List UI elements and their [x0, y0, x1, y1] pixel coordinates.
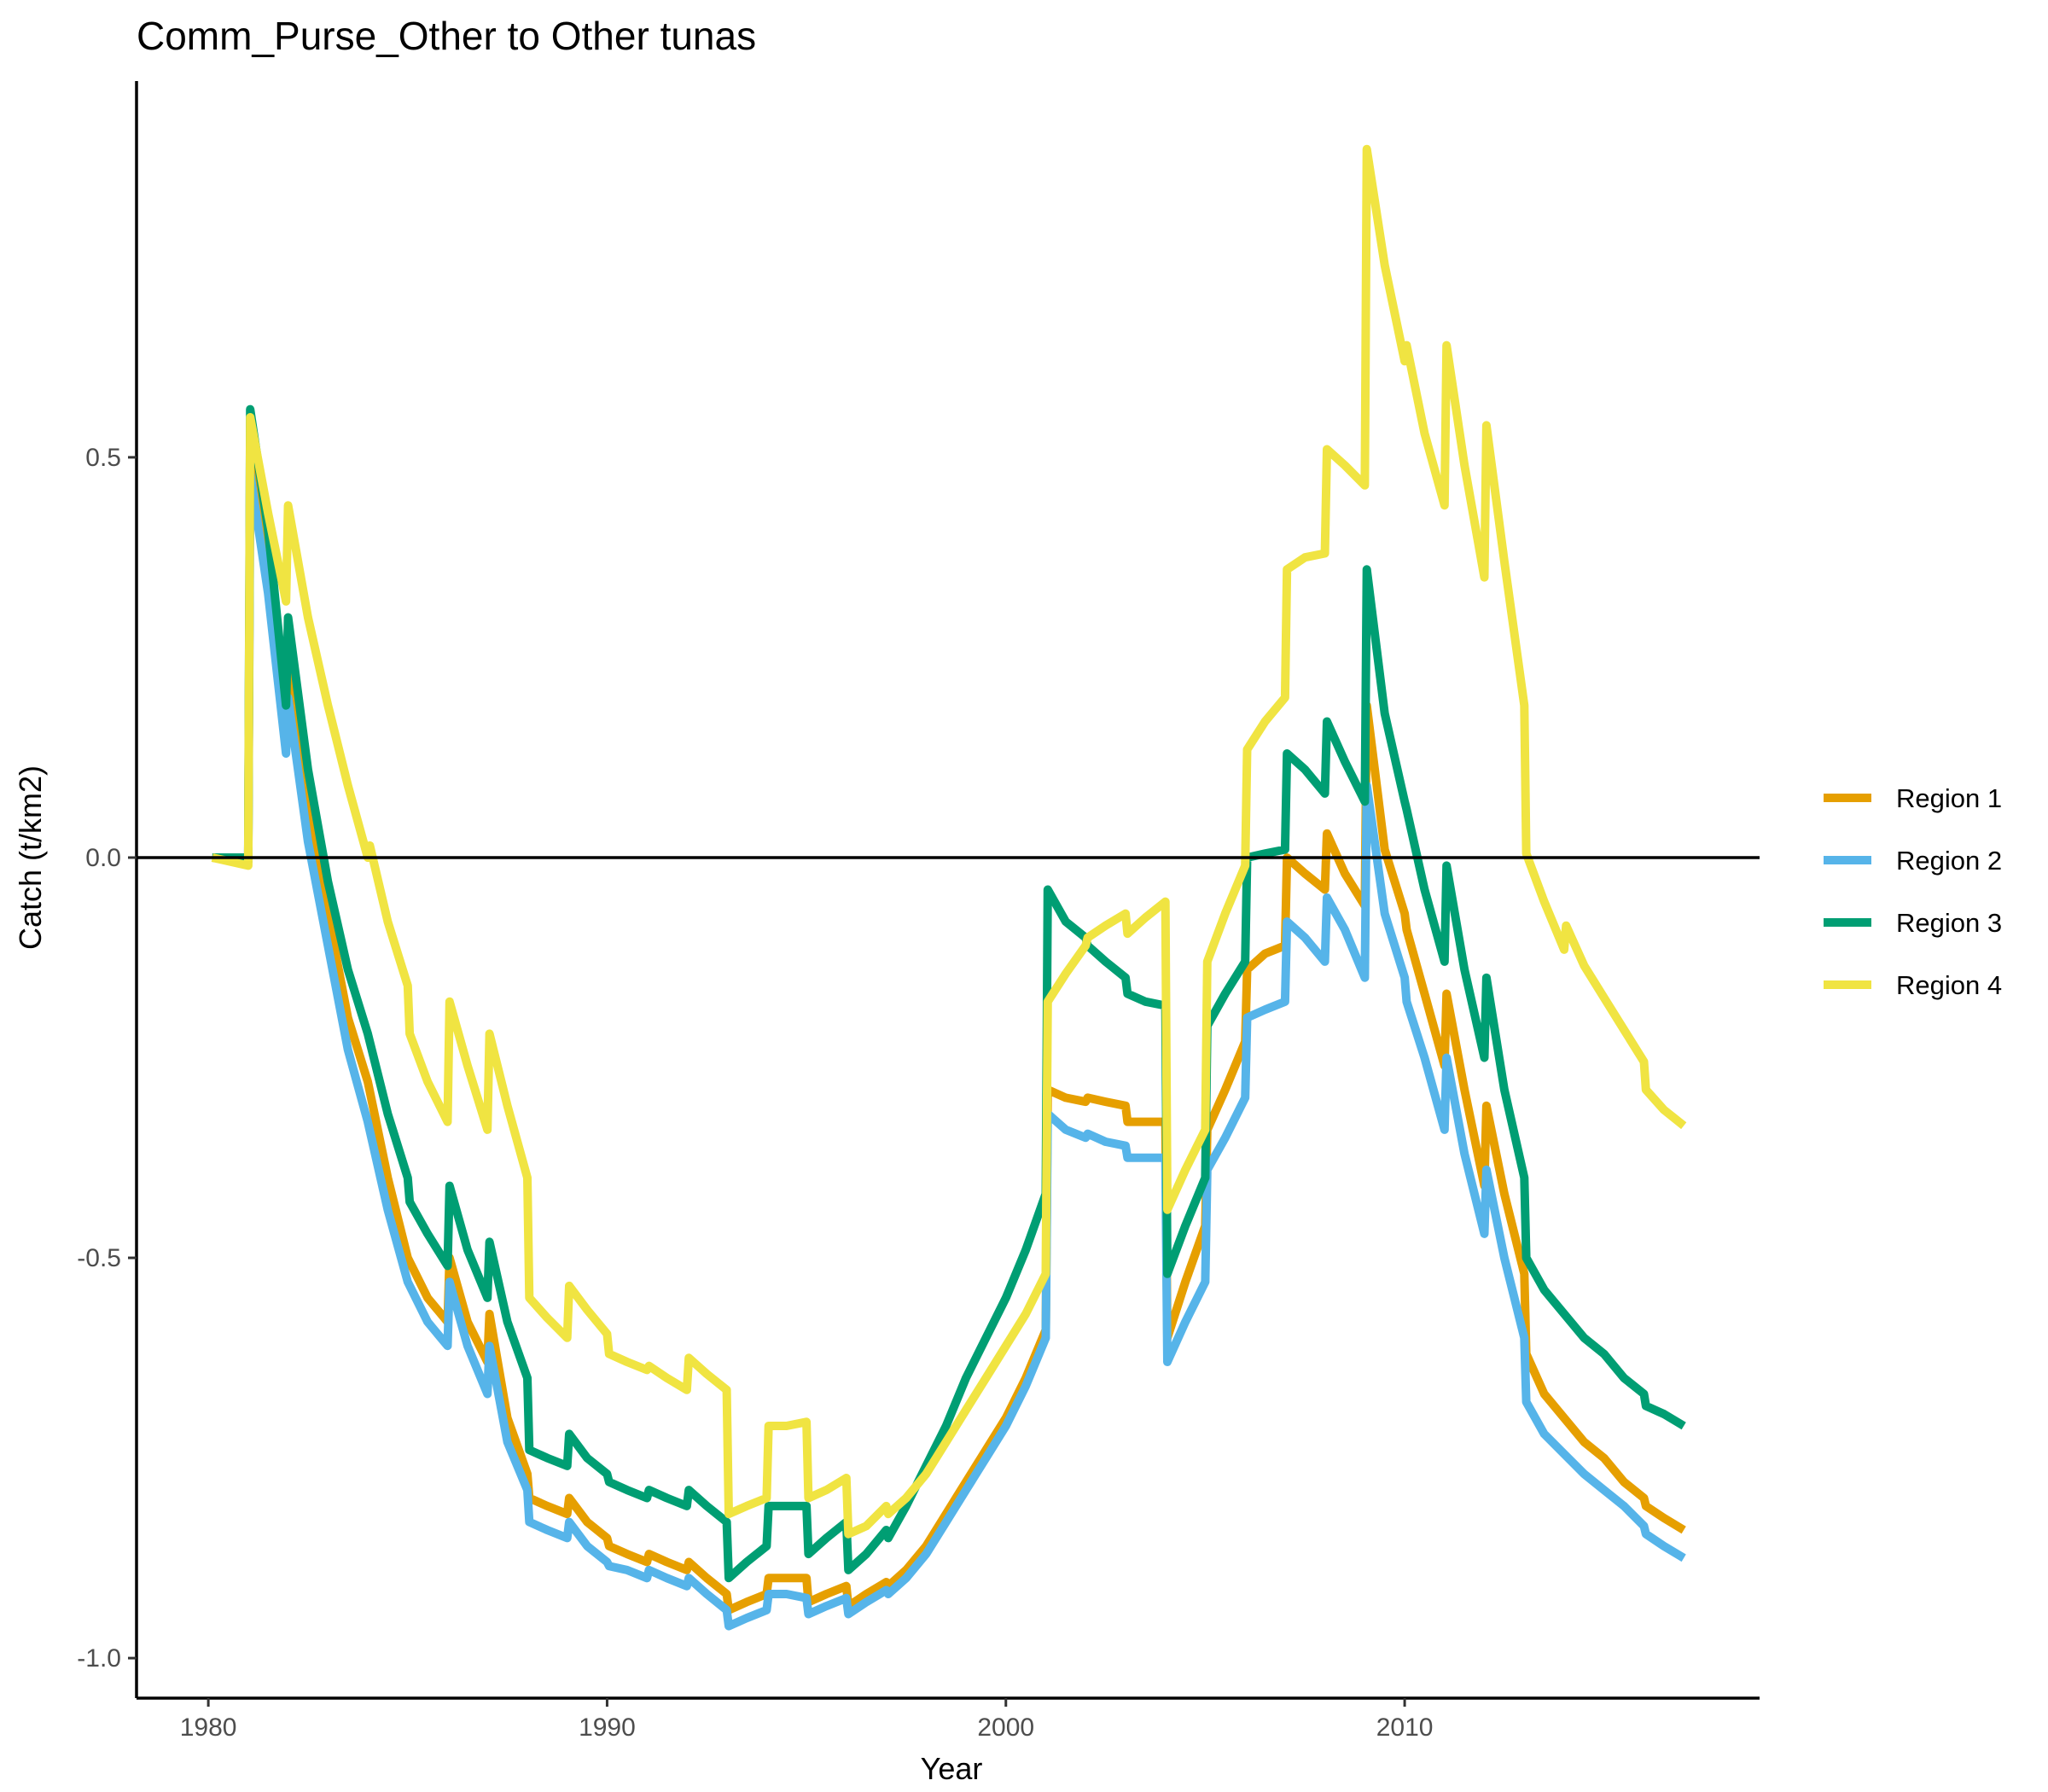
- legend-label: Region 4: [1896, 970, 2002, 1000]
- legend-label: Region 1: [1896, 783, 2002, 813]
- y-axis-ticks: -1.0 -0.5 0.0 0.5: [77, 444, 137, 1673]
- legend: Region 1 Region 2 Region 3 Region 4: [1824, 783, 2002, 1000]
- x-axis-ticks: 1980 1990 2000 2010: [180, 1698, 1434, 1742]
- series-line-region-3: [212, 404, 1686, 1583]
- legend-label: Region 2: [1896, 846, 2002, 876]
- y-tick-label: -1.0: [77, 1644, 121, 1673]
- series-line-region-2: [212, 468, 1686, 1631]
- series-line-region-4: [211, 144, 1687, 1539]
- x-tick-label: 2010: [1376, 1713, 1434, 1742]
- y-tick-label: 0.0: [85, 844, 121, 872]
- series-layer: [211, 144, 1687, 1631]
- chart-title: Comm_Purse_Other to Other tunas: [137, 14, 756, 58]
- y-axis-title: Catch (t/km2): [13, 765, 48, 950]
- y-tick-label: 0.5: [85, 444, 121, 472]
- legend-label: Region 3: [1896, 908, 2002, 938]
- x-axis-title: Year: [921, 1751, 983, 1786]
- x-tick-label: 1990: [579, 1713, 636, 1742]
- x-tick-label: 1980: [180, 1713, 237, 1742]
- y-tick-label: -0.5: [77, 1244, 121, 1272]
- x-tick-label: 2000: [977, 1713, 1034, 1742]
